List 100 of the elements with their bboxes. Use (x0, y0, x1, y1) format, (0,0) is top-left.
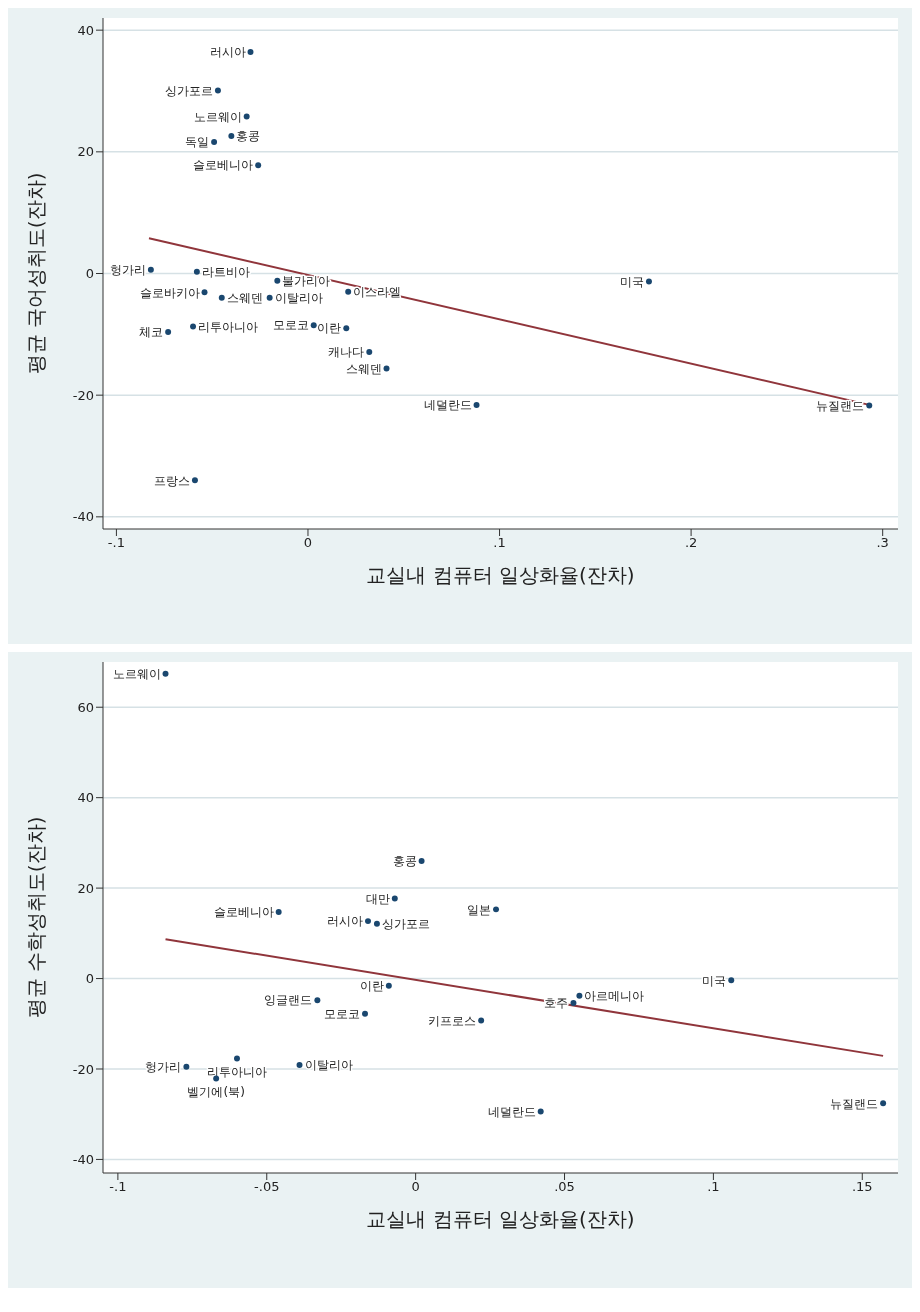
point (366, 349, 373, 355)
point (247, 49, 254, 56)
annotation: 키프로스 (428, 1013, 477, 1028)
annotation: 홍콩 (236, 129, 261, 144)
point (478, 1017, 485, 1024)
point (234, 1055, 240, 1062)
x-tick-label: .1 (707, 1179, 720, 1195)
annotation: 러시아 (209, 45, 246, 60)
annotation: 라트비아 (201, 264, 250, 279)
point (728, 977, 735, 984)
annotation: 리투아니아 (198, 319, 259, 334)
point (296, 1061, 303, 1068)
y-tick-label: 60 (77, 699, 94, 715)
annotation: 노르웨이 (193, 109, 242, 124)
annotation: 모로코 (324, 1007, 361, 1022)
annotation: 미국 (702, 973, 727, 988)
annotation: 잉글랜드 (264, 993, 313, 1008)
point (228, 133, 235, 139)
annotation: 일본 (467, 902, 492, 917)
point (537, 1108, 544, 1115)
annotation: 슬로바키아 (139, 285, 200, 300)
annotation: 뉴질랜드 (816, 398, 865, 413)
point (190, 323, 197, 330)
y-tick-label: 40 (77, 22, 94, 38)
annotation: 뉴질랜드 (830, 1096, 879, 1111)
annotation: 이탈리아 (274, 291, 323, 306)
point (255, 162, 262, 169)
x-tick-label: .15 (851, 1179, 873, 1195)
annotation: 슬로베니아 (193, 158, 254, 173)
annotation: 스웨덴 (345, 361, 382, 376)
annotation: 모로코 (272, 318, 309, 333)
annotation: 슬로베니아 (213, 905, 274, 920)
point (373, 920, 380, 927)
point (576, 992, 583, 999)
point (191, 477, 198, 484)
annotation: 네덜란드 (423, 398, 472, 413)
annotation: 벨기에(북) (187, 1084, 245, 1099)
y-tick-label: 20 (77, 880, 94, 896)
annotation: 홍콩 (392, 854, 417, 869)
point (314, 997, 321, 1004)
y-tick-label: 0 (85, 266, 94, 282)
x-tick-label: -.1 (109, 1179, 127, 1195)
point (473, 401, 480, 408)
point (391, 895, 398, 902)
y-axis-title: 평균 수학성취도(잔차) (24, 816, 49, 1019)
x-tick-label: .2 (684, 535, 698, 551)
annotation: 미국 (619, 274, 644, 289)
annotation: 네덜란드 (487, 1104, 536, 1119)
x-tick-label: .05 (554, 1179, 575, 1195)
y-tick-label: -20 (72, 1061, 94, 1077)
point (211, 139, 218, 146)
x-tick-label: -.05 (254, 1179, 280, 1195)
y-tick-label: -20 (72, 387, 94, 403)
annotation: 캐나다 (328, 345, 365, 360)
annotation: 헝가리 (145, 1059, 182, 1074)
annotation: 대만 (365, 891, 390, 906)
point (570, 999, 577, 1006)
point (385, 982, 392, 989)
annotation: 스웨덴 (226, 291, 263, 306)
point (866, 402, 873, 409)
point (274, 277, 281, 284)
annotation: 리투아니아 (206, 1064, 267, 1079)
point (365, 918, 371, 925)
point (345, 288, 352, 295)
annotation: 아르메니아 (584, 988, 645, 1003)
point (243, 113, 250, 120)
annotation: 이란 (317, 321, 342, 336)
point (362, 1010, 369, 1017)
x-tick-label: .3 (876, 535, 889, 551)
point (147, 266, 154, 273)
annotation: 이란 (359, 978, 384, 993)
annotation: 헝가리 (109, 263, 146, 278)
annotation: 싱가포르 (381, 917, 430, 932)
point (645, 278, 652, 285)
point (310, 322, 317, 329)
y-tick-label: -40 (72, 1152, 94, 1168)
x-axis-title: 교실내 컴퓨터 일상화율(잔차) (366, 563, 635, 587)
y-axis-title: 평균 국어성취도(잔차) (24, 172, 49, 375)
point (218, 294, 225, 301)
annotation: 싱가포르 (164, 83, 213, 98)
point (383, 365, 390, 372)
x-tick-label: 0 (303, 535, 313, 551)
annotation: 체코 (139, 325, 164, 340)
annotation: 러시아 (327, 914, 363, 929)
point (418, 857, 425, 864)
y-tick-label: 0 (85, 971, 94, 987)
point (201, 289, 208, 296)
annotation: 이탈리아 (304, 1058, 353, 1073)
y-tick-label: 40 (77, 790, 94, 806)
point (343, 325, 350, 332)
x-tick-label: .1 (493, 535, 506, 551)
y-tick-label: 20 (77, 144, 94, 160)
point (880, 1100, 887, 1107)
annotation: 독일 (185, 135, 210, 150)
point (183, 1063, 190, 1070)
point (165, 328, 172, 335)
annotation: 프랑스 (153, 473, 190, 488)
point (214, 87, 221, 94)
point (493, 906, 500, 913)
y-tick-label: -40 (72, 509, 94, 525)
